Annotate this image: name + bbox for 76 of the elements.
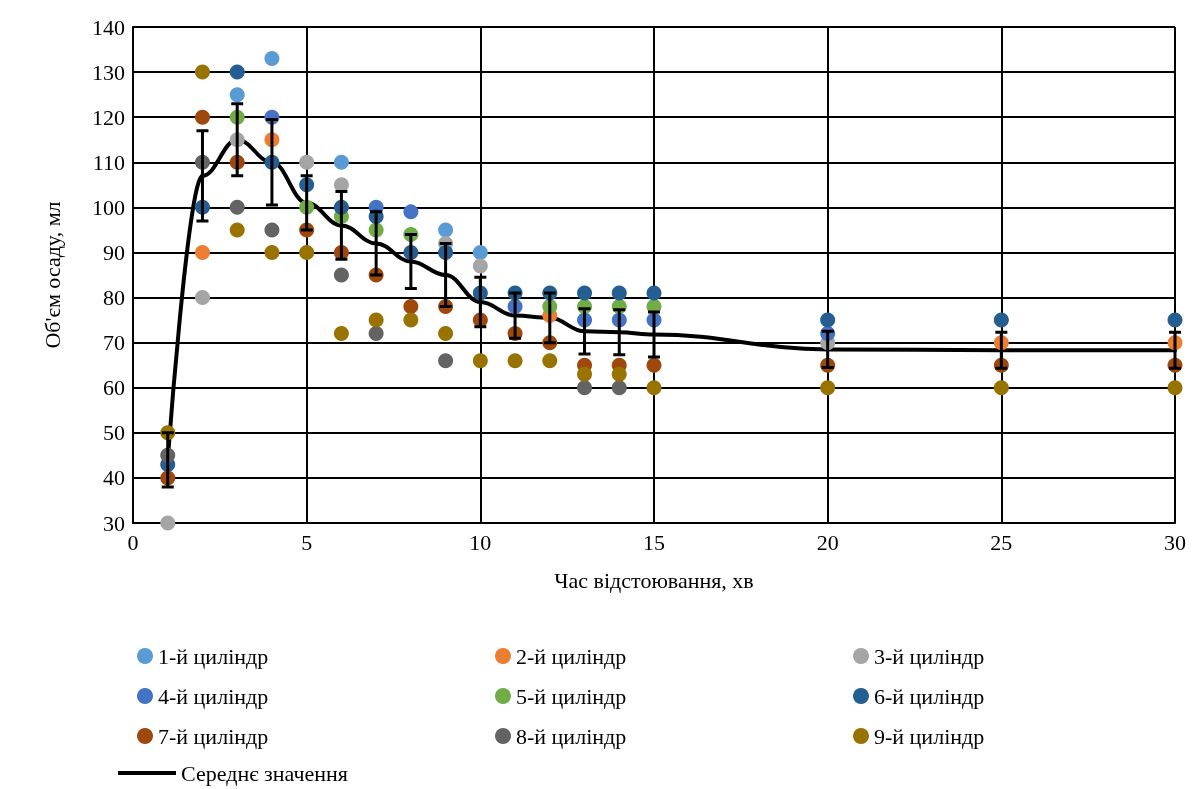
point bbox=[229, 64, 245, 80]
point bbox=[542, 353, 558, 369]
point bbox=[194, 290, 210, 306]
point bbox=[993, 380, 1009, 396]
y-tick-label: 50 bbox=[103, 420, 125, 446]
y-tick-label: 60 bbox=[103, 375, 125, 401]
legend-label: Середнє значення bbox=[181, 760, 348, 786]
legend-label: 1-й циліндр bbox=[158, 643, 269, 669]
y-tick-label: 100 bbox=[92, 194, 125, 220]
point bbox=[611, 285, 627, 301]
point bbox=[403, 312, 419, 328]
point bbox=[577, 366, 593, 382]
point bbox=[229, 87, 245, 103]
y-tick-label: 40 bbox=[103, 465, 125, 491]
point bbox=[472, 353, 488, 369]
point bbox=[194, 109, 210, 125]
x-tick-label: 30 bbox=[1164, 529, 1186, 555]
point bbox=[438, 326, 454, 342]
point bbox=[507, 353, 523, 369]
point bbox=[820, 380, 836, 396]
legend-label: 6-й циліндр bbox=[874, 683, 985, 709]
y-tick-label: 140 bbox=[92, 14, 125, 40]
point bbox=[229, 222, 245, 238]
y-tick-label: 130 bbox=[92, 59, 125, 85]
y-tick-label: 120 bbox=[92, 104, 125, 130]
y-tick-label: 30 bbox=[103, 510, 125, 536]
x-tick-label: 0 bbox=[127, 529, 139, 555]
point bbox=[299, 244, 315, 260]
point bbox=[403, 204, 419, 220]
point bbox=[368, 326, 384, 342]
point bbox=[472, 258, 488, 274]
legend-label: 3-й циліндр bbox=[874, 643, 985, 669]
point bbox=[577, 380, 593, 396]
point bbox=[264, 244, 280, 260]
legend-label: 8-й циліндр bbox=[516, 723, 627, 749]
point bbox=[194, 64, 210, 80]
point bbox=[438, 353, 454, 369]
point bbox=[1167, 312, 1183, 328]
point bbox=[611, 366, 627, 382]
y-axis-title: Об'єм осаду, мл bbox=[39, 201, 65, 349]
legend-label: 7-й циліндр bbox=[158, 723, 269, 749]
legend-label: 5-й циліндр bbox=[516, 683, 627, 709]
x-tick-label: 25 bbox=[990, 529, 1013, 555]
point bbox=[403, 299, 419, 315]
point bbox=[820, 312, 836, 328]
point bbox=[368, 312, 384, 328]
y-tick-label: 70 bbox=[103, 330, 125, 356]
legend-label: 2-й циліндр bbox=[516, 643, 627, 669]
point bbox=[472, 244, 488, 260]
y-tick-label: 80 bbox=[103, 285, 125, 311]
point bbox=[1167, 380, 1183, 396]
x-tick-label: 5 bbox=[301, 529, 313, 555]
point bbox=[646, 357, 662, 373]
legend-label: 9-й циліндр bbox=[874, 723, 985, 749]
point bbox=[438, 222, 454, 238]
y-tick-label: 90 bbox=[103, 239, 125, 265]
y-tick-label: 110 bbox=[92, 149, 125, 175]
x-tick-label: 10 bbox=[469, 529, 492, 555]
point bbox=[194, 244, 210, 260]
point bbox=[993, 312, 1009, 328]
x-tick-label: 15 bbox=[643, 529, 665, 555]
point bbox=[160, 515, 176, 531]
point bbox=[333, 154, 349, 170]
point bbox=[333, 267, 349, 283]
point bbox=[229, 199, 245, 215]
point bbox=[333, 326, 349, 342]
legend-label: 4-й циліндр bbox=[158, 683, 269, 709]
point bbox=[264, 51, 280, 67]
x-tick-label: 20 bbox=[816, 529, 839, 555]
point bbox=[611, 380, 627, 396]
point bbox=[646, 285, 662, 301]
point bbox=[577, 285, 593, 301]
x-axis-title: Час відстоювання, хв bbox=[554, 567, 754, 593]
point bbox=[264, 222, 280, 238]
point bbox=[299, 154, 315, 170]
point bbox=[646, 380, 662, 396]
